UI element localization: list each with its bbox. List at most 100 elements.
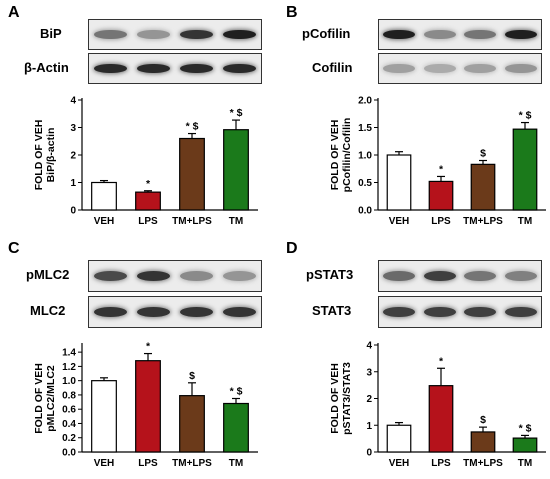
blot-band xyxy=(464,306,497,318)
blot-band xyxy=(222,270,257,282)
blot-band xyxy=(504,29,537,40)
blot-band xyxy=(504,270,537,282)
x-tick-label: VEH xyxy=(94,458,115,469)
y-tick-label: 4 xyxy=(70,96,76,107)
y-tick-label: 0.0 xyxy=(358,206,372,217)
y-tick-label: 0.8 xyxy=(62,390,76,401)
x-tick-label: TM xyxy=(518,216,532,227)
y-axis-label: FOLD OF VEH xyxy=(33,363,45,434)
bar-lps xyxy=(135,360,161,453)
blot-band xyxy=(464,270,497,282)
x-tick-label: TM+LPS xyxy=(172,216,212,227)
bar-tm xyxy=(223,129,249,211)
x-tick-label: TM xyxy=(518,458,532,469)
significance-label: * $ xyxy=(230,386,243,398)
bar-veh xyxy=(91,181,117,211)
significance-label: * $ xyxy=(519,422,532,434)
bar-veh xyxy=(386,424,412,453)
blot-band xyxy=(423,306,456,318)
x-tick-label: TM+LPS xyxy=(463,458,503,469)
blot-cofilin xyxy=(378,53,542,84)
blot-band xyxy=(504,63,537,74)
x-tick-label: TM+LPS xyxy=(172,458,212,469)
x-tick-label: LPS xyxy=(138,216,158,227)
bar-tm xyxy=(512,437,538,453)
y-tick-label: 3 xyxy=(366,367,372,378)
blot-band xyxy=(222,29,257,40)
y-tick-label: 0.2 xyxy=(62,433,76,444)
blot-label-pcofilin: pCofilin xyxy=(302,26,351,41)
bar-tm-lps xyxy=(470,163,496,211)
significance-label: * xyxy=(439,355,444,367)
blot-band xyxy=(93,63,128,74)
blot-band xyxy=(464,29,497,40)
panel-letter-c: C xyxy=(8,240,20,257)
blot-band xyxy=(93,306,128,318)
panel-letter-b: B xyxy=(286,4,298,21)
blot-band xyxy=(136,29,171,40)
blot-band xyxy=(179,29,214,40)
x-tick-label: VEH xyxy=(94,216,115,227)
blot-pmlc2 xyxy=(88,260,262,292)
blot-band xyxy=(383,63,416,74)
blot-bip xyxy=(88,19,262,50)
significance-label: * xyxy=(439,163,444,175)
blot-band xyxy=(222,306,257,318)
y-tick-label: 3 xyxy=(70,123,76,134)
blot-band xyxy=(423,29,456,40)
y-tick-label: 0.6 xyxy=(62,405,76,416)
y-tick-label: 0.4 xyxy=(62,419,76,430)
x-tick-label: LPS xyxy=(431,216,451,227)
y-axis-label: pMLC2/MLC2 xyxy=(45,365,57,432)
y-tick-label: 0.0 xyxy=(62,448,76,459)
blot-beta-actin xyxy=(88,53,262,84)
x-tick-label: TM+LPS xyxy=(463,216,503,227)
y-tick-label: 1.4 xyxy=(62,348,76,359)
y-tick-label: 2.0 xyxy=(358,96,372,107)
blot-pstat3 xyxy=(378,260,542,292)
y-tick-label: 1 xyxy=(70,178,76,189)
y-axis-label: FOLD OF VEH xyxy=(329,120,341,191)
panel-letter-d: D xyxy=(286,240,298,257)
y-tick-label: 1.2 xyxy=(62,362,76,373)
bar-lps xyxy=(135,191,161,211)
blot-band xyxy=(504,306,537,318)
blot-band xyxy=(136,63,171,74)
bar-lps xyxy=(428,385,454,453)
y-axis-label: pCofilin/Cofilin xyxy=(341,118,353,193)
blot-band xyxy=(136,270,171,282)
bar-tm-lps xyxy=(470,431,496,453)
bar-lps xyxy=(428,180,454,211)
blot-label-bip: BiP xyxy=(40,26,62,41)
bar-tm xyxy=(512,128,538,211)
bar-tm-lps xyxy=(179,395,205,453)
y-axis-label: FOLD OF VEH xyxy=(33,120,45,191)
blot-band xyxy=(93,29,128,40)
bar-tm xyxy=(223,402,249,453)
x-tick-label: TM xyxy=(229,216,243,227)
bar-tm-lps xyxy=(179,137,205,211)
blot-band xyxy=(383,306,416,318)
y-axis-label: pSTAT3/STAT3 xyxy=(341,362,353,435)
blot-band xyxy=(136,306,171,318)
significance-label: * xyxy=(146,341,151,353)
y-tick-label: 0 xyxy=(366,448,372,459)
blot-label-stat3: STAT3 xyxy=(312,303,352,318)
blot-mlc2 xyxy=(88,296,262,328)
y-tick-label: 0.5 xyxy=(358,178,372,189)
y-axis-label: BiP/β-actin xyxy=(45,128,57,183)
y-tick-label: 1.5 xyxy=(358,123,372,134)
y-tick-label: 4 xyxy=(366,341,372,352)
x-tick-label: LPS xyxy=(431,458,451,469)
blot-band xyxy=(383,29,416,40)
y-tick-label: 1.0 xyxy=(358,151,372,162)
blot-label-pmlc2: pMLC2 xyxy=(26,267,70,282)
blot-band xyxy=(179,63,214,74)
y-tick-label: 1.0 xyxy=(62,376,76,387)
blot-band xyxy=(423,270,456,282)
bar-veh xyxy=(91,380,117,453)
blot-stat3 xyxy=(378,296,542,328)
significance-label: * $ xyxy=(186,121,199,133)
significance-label: $ xyxy=(480,414,486,426)
